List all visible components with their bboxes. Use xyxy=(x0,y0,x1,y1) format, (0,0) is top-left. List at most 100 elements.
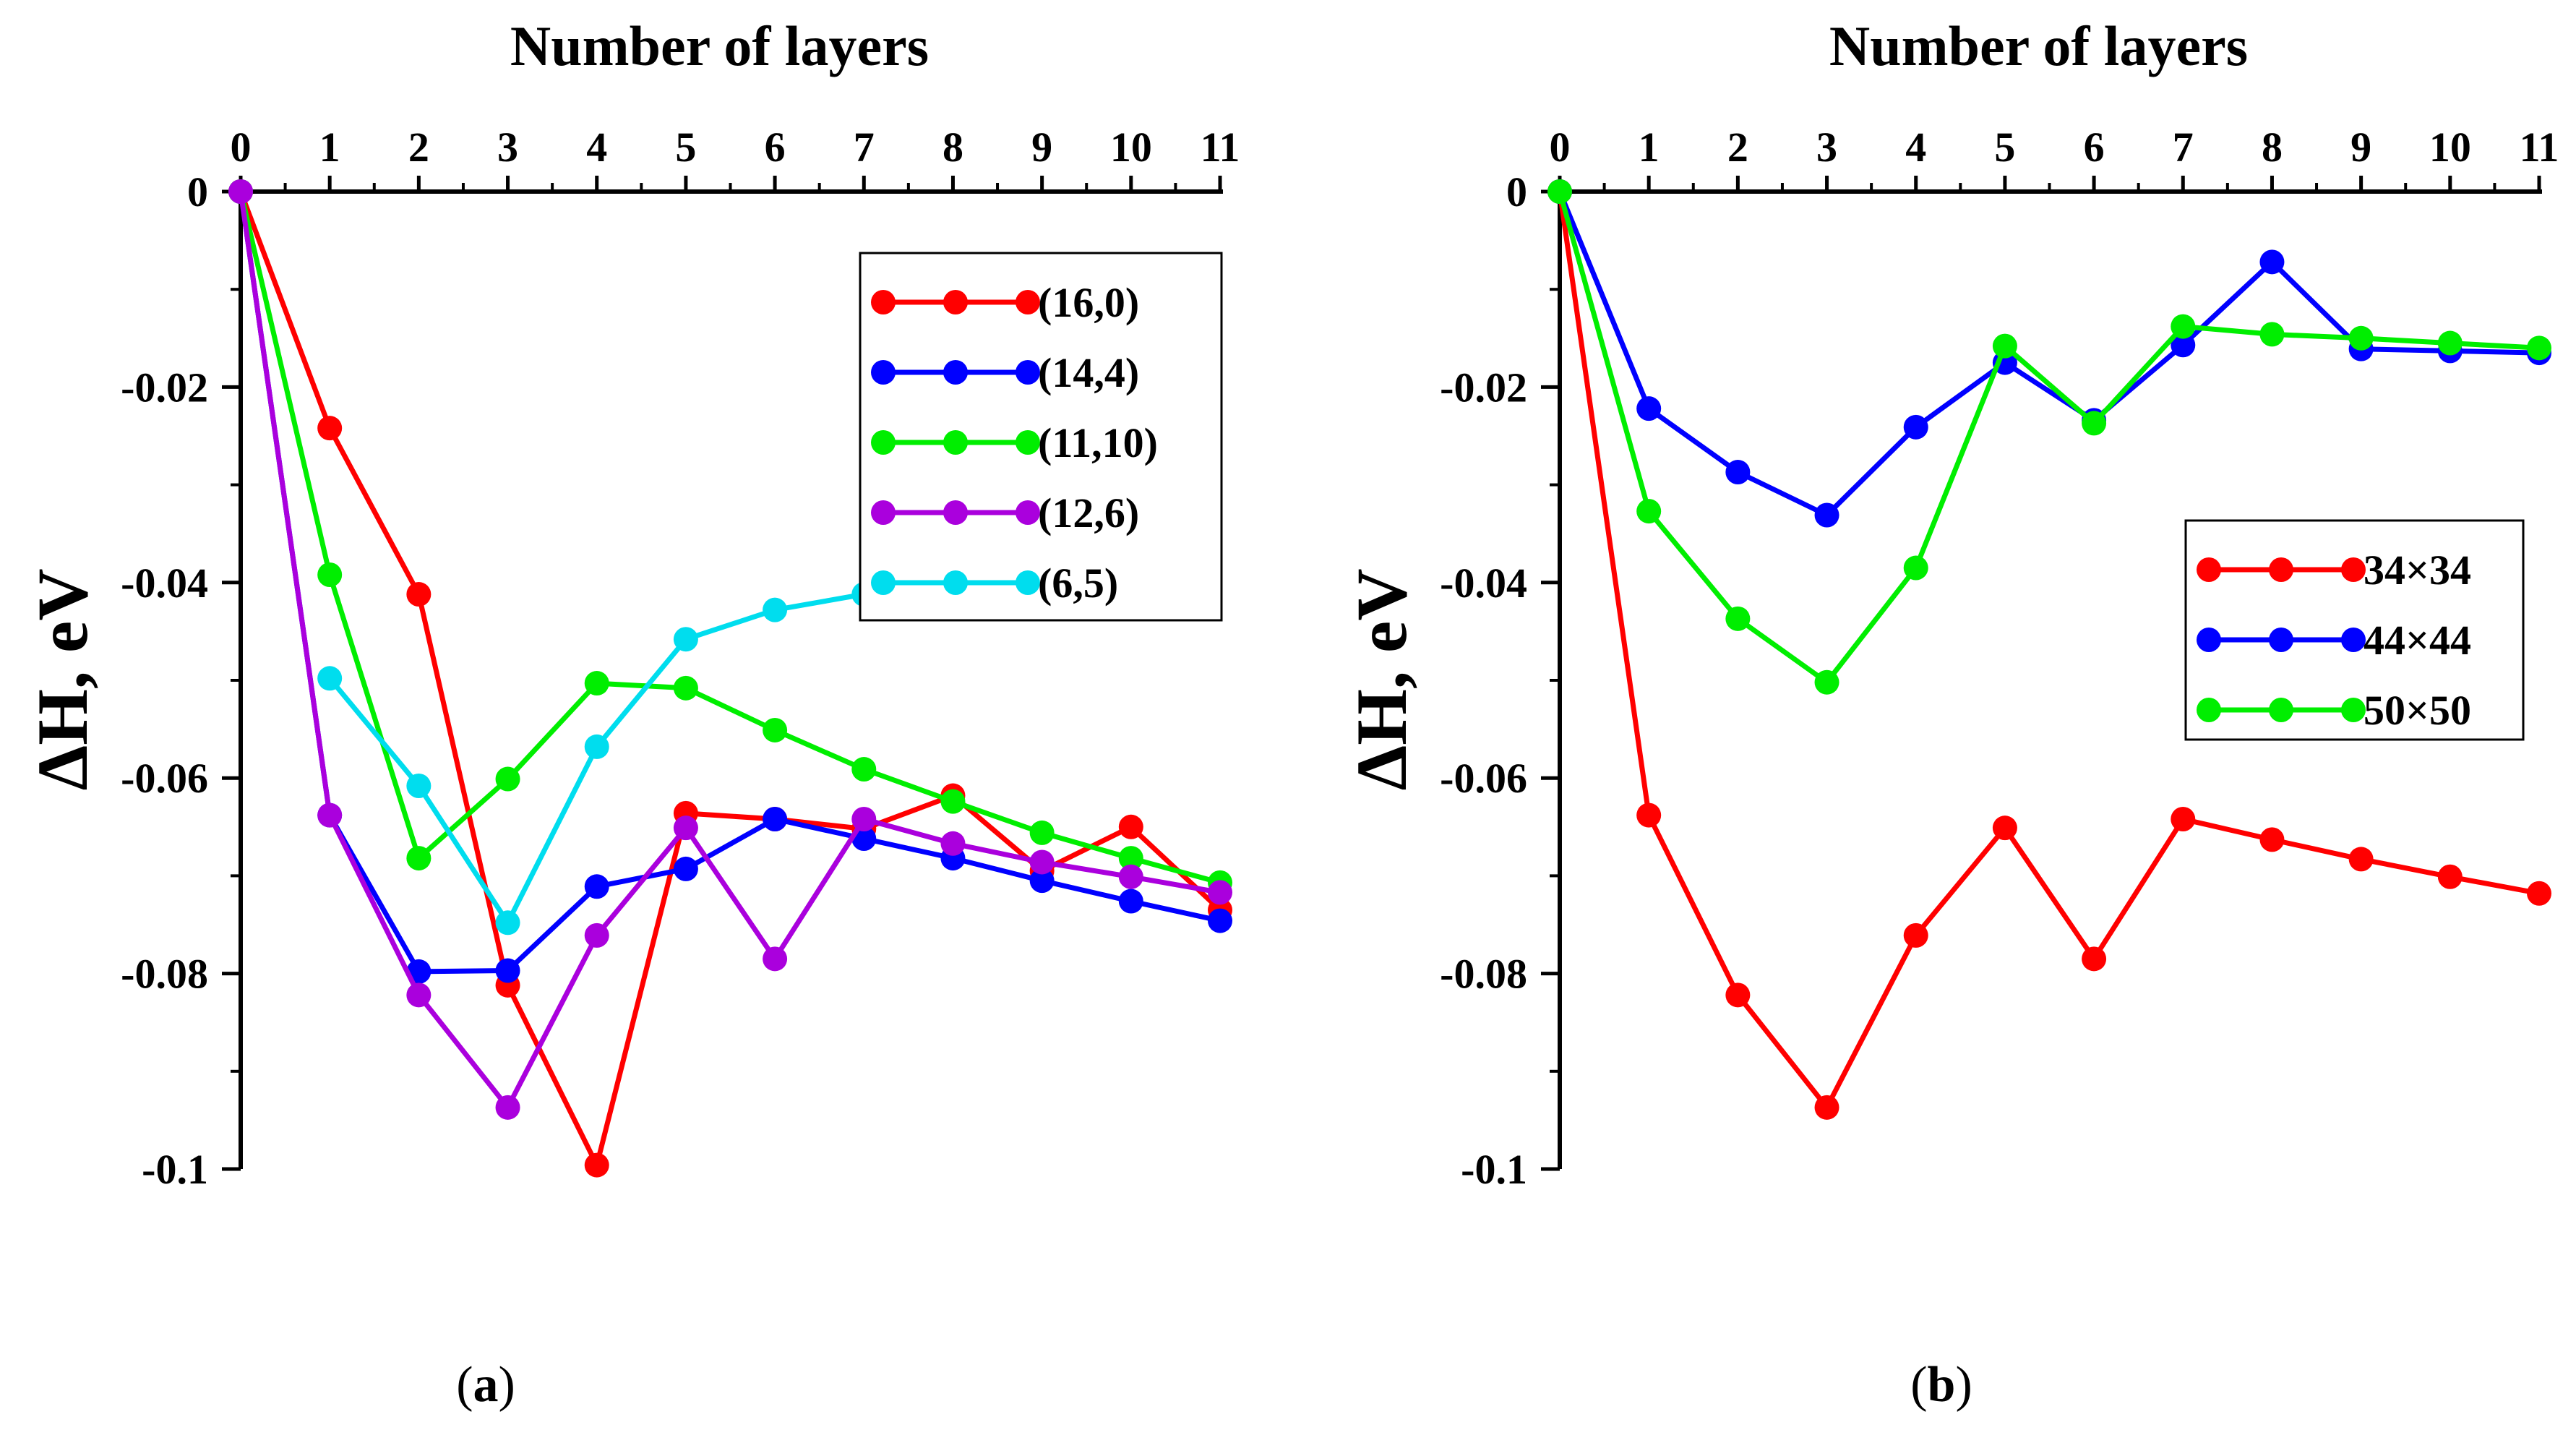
data-point xyxy=(763,946,788,972)
legend: (16,0) (14,4) (11,10) (12,6) (6,5) xyxy=(859,252,1223,622)
x-tick-label: 1 xyxy=(319,124,340,171)
data-point xyxy=(2527,335,2551,361)
y-tick-label: -0.02 xyxy=(1440,364,1527,411)
data-point xyxy=(673,815,698,841)
series-line xyxy=(238,191,1221,886)
data-point xyxy=(317,802,343,828)
legend-swatch-marker xyxy=(2269,628,2293,652)
data-point xyxy=(2171,333,2196,358)
x-tick-label: 11 xyxy=(1201,124,1240,171)
panel-label-close: ) xyxy=(499,1357,515,1413)
data-point xyxy=(2259,249,2285,275)
data-point xyxy=(406,982,432,1008)
legend-swatch-marker xyxy=(2341,698,2366,722)
data-point xyxy=(1636,802,1662,828)
y-tick-label: -0.02 xyxy=(121,364,208,411)
y-tick-label: -0.04 xyxy=(1440,560,1527,607)
panel-label-open: ( xyxy=(1910,1357,1927,1413)
data-point xyxy=(1992,815,2017,841)
data-point xyxy=(763,717,788,742)
data-point xyxy=(2348,325,2374,351)
legend-swatch-marker xyxy=(943,430,968,455)
y-axis-title: ΔH, eV xyxy=(1341,568,1422,790)
data-point xyxy=(406,846,432,871)
data-point xyxy=(2082,411,2107,436)
data-point xyxy=(1029,868,1055,894)
data-point xyxy=(940,831,966,856)
series-3 xyxy=(228,179,1232,1120)
x-tick-label: 10 xyxy=(1110,124,1152,171)
x-tick-label: 6 xyxy=(765,124,786,171)
y-tick-label: -0.08 xyxy=(1440,951,1527,998)
legend-swatch-marker xyxy=(2269,557,2293,582)
data-point xyxy=(851,757,877,782)
data-point xyxy=(584,874,609,899)
data-point xyxy=(2437,330,2463,356)
data-point xyxy=(317,562,343,587)
x-tick-label: 3 xyxy=(1816,124,1837,171)
data-point xyxy=(1118,889,1143,914)
data-point xyxy=(1118,864,1143,889)
x-tick-label: 0 xyxy=(231,124,252,171)
legend-label: (11,10) xyxy=(1038,419,1158,466)
data-point xyxy=(1636,499,1662,524)
x-tick-label: 9 xyxy=(2350,124,2371,171)
legend-swatch-marker xyxy=(871,360,896,385)
data-point xyxy=(1725,982,1751,1008)
x-tick-label: 9 xyxy=(1031,124,1052,171)
legend-swatch-marker xyxy=(871,290,896,314)
panel-label: (a) xyxy=(456,1357,515,1413)
series-1 xyxy=(1547,179,2551,528)
data-point xyxy=(2259,827,2285,852)
x-tick-label: 2 xyxy=(1727,124,1748,171)
data-point xyxy=(228,179,253,204)
data-point xyxy=(2259,322,2285,347)
data-point xyxy=(1814,669,1839,695)
x-tick-label: 4 xyxy=(586,124,607,171)
x-tick-label: 7 xyxy=(2173,124,2194,171)
legend-swatch-marker xyxy=(2197,628,2221,652)
data-point xyxy=(673,856,698,881)
x-tick-label: 8 xyxy=(2262,124,2283,171)
x-tick-label: 7 xyxy=(854,124,875,171)
legend-swatch-marker xyxy=(871,430,896,455)
legend-swatch-marker xyxy=(1016,430,1040,455)
data-point xyxy=(1547,179,1572,204)
y-tick-label: -0.1 xyxy=(1461,1146,1527,1193)
panel-label: (b) xyxy=(1910,1357,1972,1413)
legend-swatch-marker xyxy=(871,570,896,595)
data-point xyxy=(940,789,966,814)
data-point xyxy=(495,1095,520,1120)
panel-label-letter: a xyxy=(473,1357,499,1413)
data-point xyxy=(673,675,698,701)
legend-label: (6,5) xyxy=(1038,560,1118,607)
series-0 xyxy=(1547,179,2551,1120)
y-tick-label: -0.04 xyxy=(121,560,208,607)
legend-label: 44×44 xyxy=(2364,617,2471,664)
y-tick-label: -0.06 xyxy=(1440,755,1527,802)
data-point xyxy=(495,766,520,792)
data-point xyxy=(406,582,432,607)
y-tick-label: -0.06 xyxy=(121,755,208,802)
data-point xyxy=(2171,806,2196,831)
series-2 xyxy=(1547,179,2551,695)
legend-swatch-marker xyxy=(943,570,968,595)
legend-swatch-marker xyxy=(871,500,896,525)
y-axis-title: ΔH, eV xyxy=(22,568,103,790)
legend-swatch-marker xyxy=(943,360,968,385)
series-line xyxy=(238,191,1221,975)
data-point xyxy=(584,922,609,948)
legend-swatch-marker xyxy=(2269,698,2293,722)
y-tick-label: -0.1 xyxy=(142,1146,208,1193)
data-point xyxy=(1992,333,2017,359)
legend: 34×34 44×44 50×50 xyxy=(2184,519,2525,741)
legend-swatch-marker xyxy=(2341,628,2366,652)
data-point xyxy=(1903,555,1928,581)
data-point xyxy=(1903,414,1928,440)
legend-swatch-marker xyxy=(1016,570,1040,595)
data-point xyxy=(1029,820,1055,845)
data-point xyxy=(1814,502,1839,528)
legend-label: 50×50 xyxy=(2364,687,2471,734)
data-point xyxy=(317,416,343,441)
